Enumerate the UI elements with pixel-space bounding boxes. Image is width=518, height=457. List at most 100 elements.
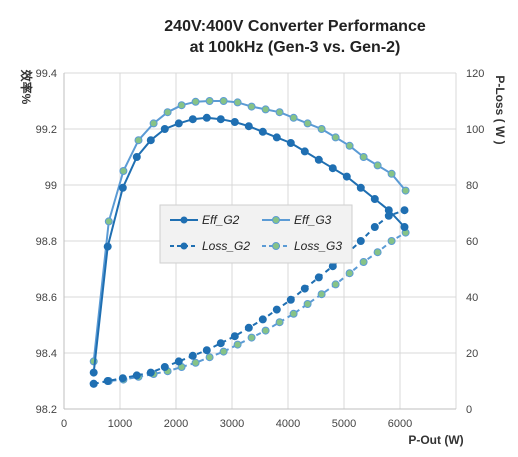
data-point-eff-g3 bbox=[205, 97, 214, 105]
data-point-loss-g2 bbox=[146, 368, 155, 377]
data-point-eff-g3 bbox=[233, 98, 242, 107]
data-point-loss-g3 bbox=[261, 326, 270, 335]
data-point-eff-g3 bbox=[149, 119, 158, 128]
axes: 98.2 98.4 98.6 98.8 99 99.2 99.4 0 20 40 60 80 100 12… bbox=[36, 68, 485, 430]
data-point-eff-g2 bbox=[103, 242, 112, 251]
data-point-eff-g2 bbox=[188, 115, 197, 124]
data-point-eff-g2 bbox=[370, 195, 379, 203]
y-axis-right-label: P-Loss ( W ) bbox=[493, 75, 507, 144]
data-point-loss-g2 bbox=[258, 315, 267, 324]
y-left-tick-label: 99.2 bbox=[36, 124, 57, 136]
y-left-tick-label: 98.2 bbox=[36, 404, 57, 416]
data-point-eff-g2 bbox=[400, 223, 409, 231]
y-right-tick-label: 20 bbox=[466, 348, 478, 360]
y-left-tick-label: 98.4 bbox=[36, 348, 57, 360]
data-point-loss-g2 bbox=[356, 237, 365, 245]
legend-marker-loss-g3 bbox=[272, 242, 280, 250]
legend-label-loss-g3: Loss_G3 bbox=[294, 239, 342, 253]
legend-item-loss-g2: Loss_G2 bbox=[170, 239, 250, 253]
data-point-eff-g2 bbox=[174, 119, 183, 128]
data-point-loss-g2 bbox=[174, 357, 183, 366]
data-point-eff-g3 bbox=[247, 102, 256, 111]
data-point-loss-g3 bbox=[289, 309, 298, 318]
y-right-tick-label: 80 bbox=[466, 180, 478, 192]
data-point-eff-g2 bbox=[356, 183, 365, 192]
data-point-loss-g3 bbox=[219, 347, 228, 356]
data-point-loss-g3 bbox=[205, 353, 214, 362]
chart-title-line1: 240V:400V Converter Performance bbox=[164, 18, 426, 35]
data-point-loss-g2 bbox=[300, 284, 309, 293]
chart-title-line2: at 100kHz (Gen-3 vs. Gen-2) bbox=[190, 39, 401, 56]
series-eff-g2 bbox=[89, 113, 409, 377]
legend-marker-loss-g2 bbox=[180, 242, 188, 250]
legend-label-eff-g3: Eff_G3 bbox=[294, 213, 332, 227]
data-point-loss-g2 bbox=[314, 273, 323, 282]
data-point-eff-g2 bbox=[300, 147, 309, 156]
data-point-loss-g2 bbox=[400, 206, 409, 215]
data-point-eff-g3 bbox=[289, 113, 298, 122]
data-point-eff-g3 bbox=[177, 101, 186, 110]
x-axis-label: P-Out (W) bbox=[408, 433, 463, 447]
y-right-tick-label: 120 bbox=[466, 68, 484, 80]
legend-box bbox=[159, 204, 353, 264]
data-point-loss-g2 bbox=[328, 262, 337, 271]
legend-item-eff-g2: Eff_G2 bbox=[170, 213, 240, 227]
data-point-eff-g2 bbox=[118, 183, 127, 192]
data-point-loss-g2 bbox=[286, 295, 295, 304]
data-point-eff-g3 bbox=[104, 217, 113, 226]
y-left-tick-label: 98.6 bbox=[36, 292, 57, 304]
x-tick-label: 3000 bbox=[220, 418, 244, 430]
data-point-loss-g2 bbox=[230, 332, 239, 341]
data-point-loss-g2 bbox=[384, 211, 393, 220]
x-tick-label: 6000 bbox=[388, 418, 412, 430]
data-point-loss-g3 bbox=[359, 258, 368, 266]
data-point-eff-g3 bbox=[275, 108, 284, 117]
data-point-loss-g2 bbox=[89, 379, 98, 388]
data-point-loss-g3 bbox=[233, 340, 242, 349]
data-point-loss-g3 bbox=[303, 300, 312, 308]
y-left-tick-label: 99 bbox=[45, 180, 57, 192]
y-right-tick-label: 60 bbox=[466, 236, 478, 248]
data-point-eff-g2 bbox=[286, 139, 295, 147]
data-point-eff-g3 bbox=[373, 161, 382, 170]
legend-label-eff-g2: Eff_G2 bbox=[202, 213, 240, 227]
data-point-eff-g2 bbox=[202, 113, 211, 122]
data-point-loss-g3 bbox=[331, 280, 340, 289]
series-loss-g2 bbox=[89, 206, 409, 388]
y-right-tick-label: 0 bbox=[466, 404, 472, 416]
data-point-loss-g2 bbox=[160, 363, 169, 371]
y-left-tick-label: 99.4 bbox=[36, 68, 57, 80]
x-tick-label: 4000 bbox=[276, 418, 300, 430]
data-point-eff-g2 bbox=[89, 368, 98, 377]
data-point-eff-g3 bbox=[119, 167, 128, 175]
x-tick-label: 5000 bbox=[332, 418, 356, 430]
data-point-loss-g2 bbox=[118, 374, 127, 383]
data-point-loss-g2 bbox=[103, 377, 112, 385]
data-point-eff-g3 bbox=[317, 125, 326, 133]
data-point-eff-g2 bbox=[160, 125, 169, 133]
y-axis-left-label: 效率% bbox=[19, 70, 34, 105]
x-tick-label: 1000 bbox=[108, 418, 132, 430]
data-point-loss-g2 bbox=[188, 351, 197, 360]
legend-item-eff-g3: Eff_G3 bbox=[262, 213, 332, 227]
data-point-loss-g2 bbox=[370, 223, 379, 231]
data-point-loss-g2 bbox=[202, 346, 211, 355]
data-point-eff-g3 bbox=[191, 97, 200, 106]
data-point-eff-g3 bbox=[401, 186, 410, 195]
data-point-loss-g3 bbox=[387, 237, 396, 245]
y-right-tick-label: 40 bbox=[466, 292, 478, 304]
legend-label-loss-g2: Loss_G2 bbox=[202, 239, 250, 253]
legend-marker-eff-g3 bbox=[272, 216, 280, 224]
data-point-loss-g3 bbox=[191, 358, 200, 367]
x-tick-label: 0 bbox=[61, 418, 67, 430]
data-point-eff-g2 bbox=[230, 118, 239, 126]
data-point-eff-g2 bbox=[328, 164, 337, 173]
data-point-loss-g3 bbox=[373, 248, 382, 257]
data-point-loss-g3 bbox=[247, 333, 256, 342]
data-point-eff-g2 bbox=[342, 172, 351, 181]
data-point-eff-g2 bbox=[272, 133, 281, 142]
y-right-tick-label: 100 bbox=[466, 124, 484, 136]
data-point-loss-g3 bbox=[317, 290, 326, 299]
data-point-loss-g3 bbox=[275, 318, 284, 327]
